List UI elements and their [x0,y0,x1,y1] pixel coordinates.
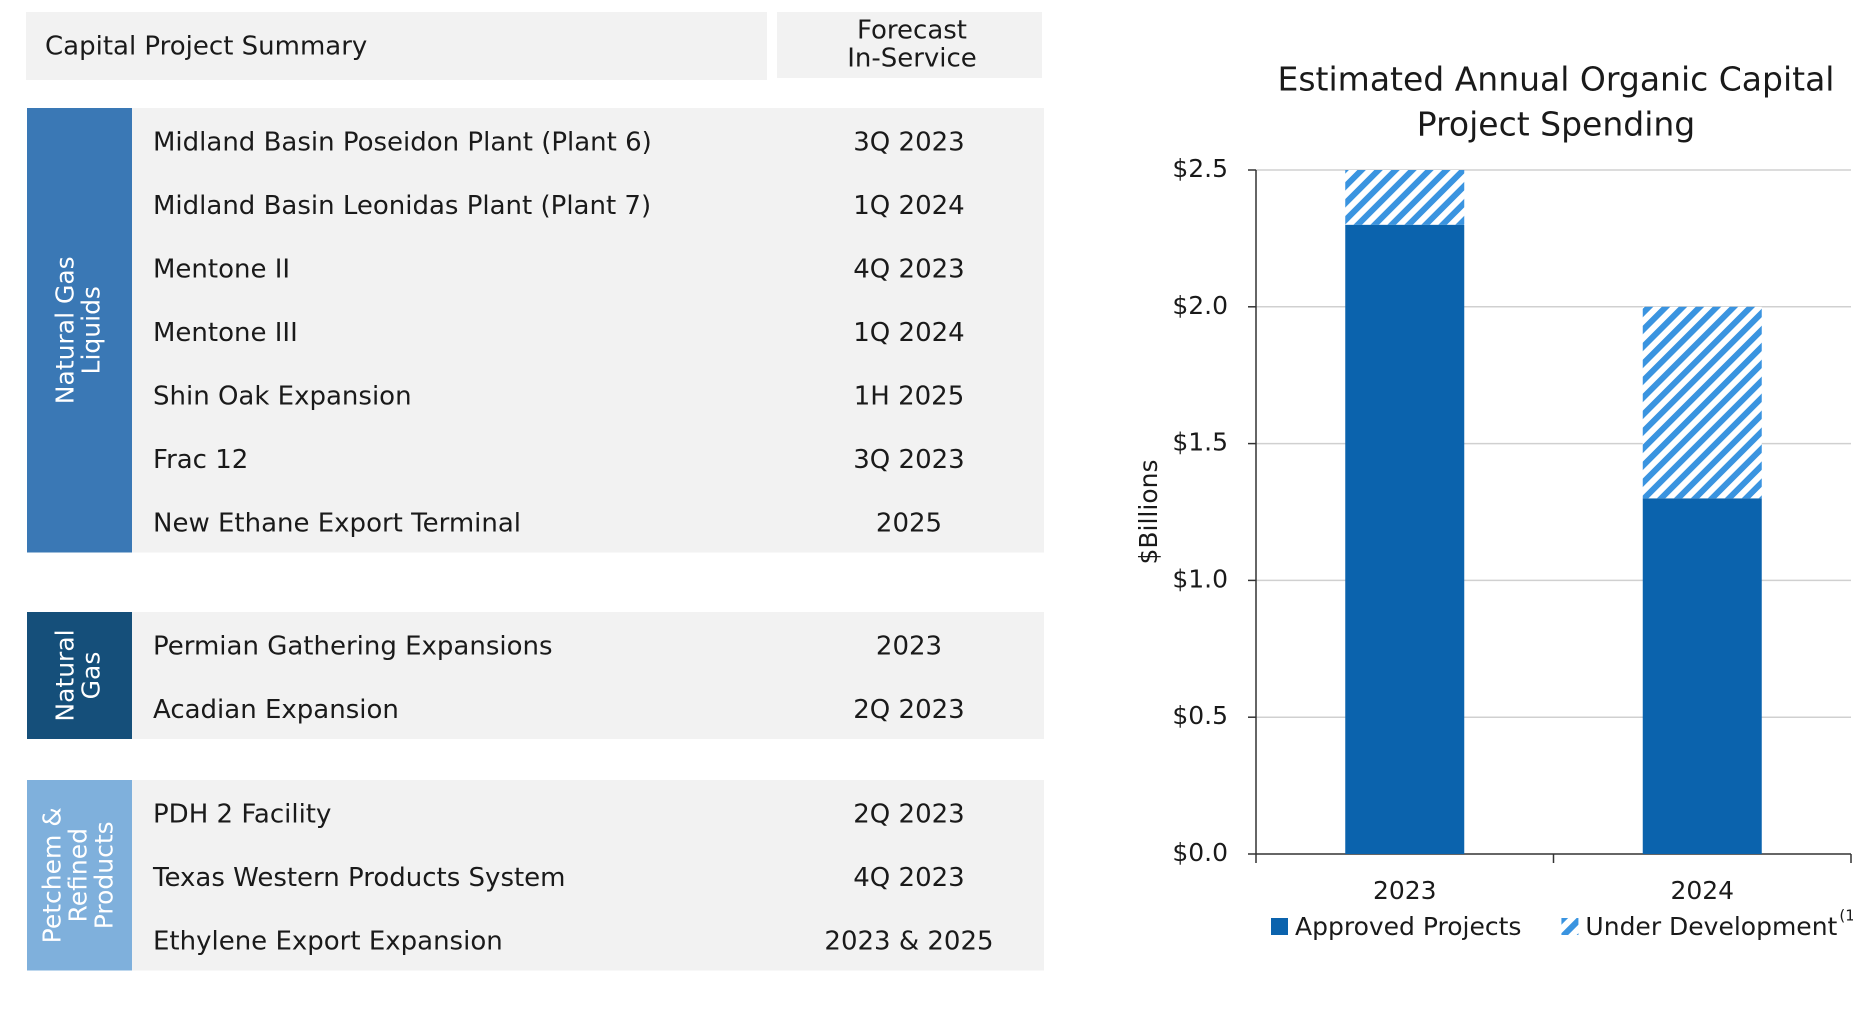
in-service-date: 2Q 2023 [853,800,964,830]
group-label: Refined [64,828,93,922]
group-label: Products [90,821,119,929]
legend-marker [1271,918,1288,935]
group-body [132,612,1044,739]
group-label-cell [27,108,132,553]
bar-segment [1642,306,1762,499]
project-name: PDH 2 Facility [153,800,331,830]
column-header: Forecast [857,16,967,46]
group-label: Petchem & [38,807,67,943]
x-tick-label: 2023 [1373,876,1437,905]
project-name: Frac 12 [153,445,248,475]
project-name: Texas Western Products System [152,863,566,893]
in-service-date: 4Q 2023 [853,863,964,893]
bar-segment [1345,170,1465,225]
project-name: Permian Gathering Expansions [153,632,553,662]
group-label: Natural [51,629,80,721]
chart-title: Estimated Annual Organic Capital [1278,60,1835,99]
group-label: Natural Gas [51,256,80,404]
in-service-date: 3Q 2023 [853,128,964,158]
in-service-date: 1Q 2024 [853,318,964,348]
y-axis-label: $Billions [1134,459,1163,564]
y-tick-label: $0.0 [1172,838,1228,867]
legend-footnote: (1) [1839,907,1853,925]
column-header: In-Service [847,44,977,74]
in-service-date: 2025 [876,509,942,539]
table-title: Capital Project Summary [45,32,367,62]
legend-marker [1561,918,1579,935]
y-tick-label: $2.5 [1172,154,1228,183]
group-label: Liquids [77,286,106,374]
header-cell [777,12,1042,78]
group-label-cell [27,612,132,739]
in-service-date: 2Q 2023 [853,695,964,725]
project-name: Mentone II [153,255,290,285]
legend-label: Approved Projects [1295,912,1521,941]
y-tick-label: $1.0 [1172,564,1228,593]
project-name: Acadian Expansion [153,695,399,725]
in-service-date: 4Q 2023 [853,255,964,285]
x-tick-label: 2024 [1670,876,1734,905]
header-cell [26,12,767,80]
y-tick-label: $1.5 [1172,428,1228,457]
in-service-date: 2023 [876,632,942,662]
project-name: Midland Basin Poseidon Plant (Plant 6) [153,128,652,158]
project-name: Ethylene Export Expansion [153,927,503,957]
in-service-date: 2023 & 2025 [824,927,993,957]
legend-label: Under Development [1585,912,1837,941]
in-service-date: 1Q 2024 [853,191,964,221]
group-body [132,108,1044,553]
group-label: Gas [77,652,106,700]
in-service-date: 1H 2025 [854,382,965,412]
chart-title: Project Spending [1417,105,1696,144]
group-label-cell [27,780,132,971]
group-body [132,780,1044,971]
in-service-date: 3Q 2023 [853,445,964,475]
y-tick-label: $2.0 [1172,291,1228,320]
bar-segment [1345,224,1465,855]
project-name: Midland Basin Leonidas Plant (Plant 7) [153,191,651,221]
project-name: Mentone III [153,318,298,348]
project-name: Shin Oak Expansion [153,382,412,412]
y-tick-label: $0.5 [1172,701,1228,730]
project-name: New Ethane Export Terminal [153,509,521,539]
bar-segment [1642,498,1762,854]
